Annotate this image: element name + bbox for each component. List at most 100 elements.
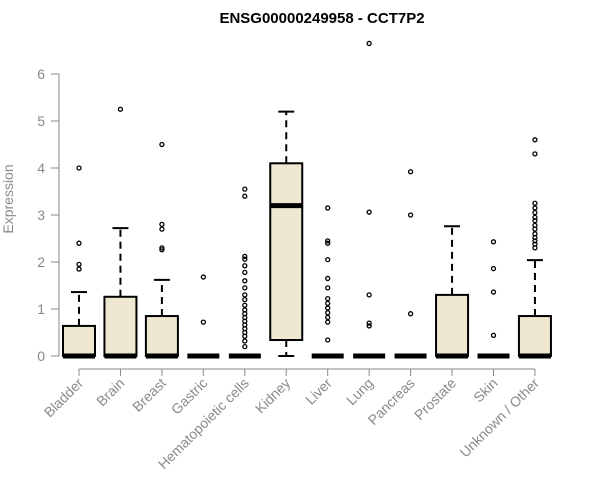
outlier-point: [76, 266, 82, 272]
y-tick-label: 2: [37, 254, 45, 270]
outlier-point: [325, 205, 331, 211]
outlier-point: [159, 221, 165, 228]
outlier-point: [200, 274, 207, 280]
outlier-point: [407, 169, 414, 175]
outlier-point: [325, 275, 331, 282]
outlier-point: [325, 300, 331, 307]
outlier-point: [242, 256, 248, 262]
y-tick-label: 3: [37, 207, 45, 223]
x-tick-label: Unknown / Other: [456, 375, 542, 461]
box-rect: [144, 315, 179, 357]
y-axis: 0 1 2 3 4 5 6: [37, 66, 60, 364]
box-breast: [144, 141, 179, 359]
y-tick-label: 5: [37, 113, 45, 129]
outlier-point: [366, 320, 372, 326]
box-lung: [353, 40, 386, 359]
outlier-point: [325, 310, 331, 316]
box-hematopoietic-cells: [228, 186, 261, 359]
outlier-point: [76, 240, 82, 246]
outlier-point: [325, 256, 331, 263]
outlier-point: [407, 311, 414, 317]
outlier-point: [532, 214, 538, 221]
box-liver: [311, 205, 344, 359]
outlier-point: [242, 186, 248, 192]
x-tick-label: Skin: [470, 375, 501, 406]
outlier-point: [532, 241, 538, 247]
outlier-point: [532, 222, 538, 228]
box-brain: [103, 106, 138, 359]
outlier-point: [159, 247, 165, 253]
outlier-point: [242, 278, 248, 284]
outlier-point: [117, 106, 124, 112]
box-skin: [477, 239, 510, 359]
outlier-point: [532, 205, 538, 211]
outlier-point: [242, 338, 248, 344]
box-bladder: [62, 165, 96, 359]
outlier-point: [159, 226, 165, 232]
outlier-point: [532, 137, 538, 143]
box-pancreas: [394, 169, 427, 359]
outlier-point: [532, 209, 538, 216]
box-rect: [517, 315, 552, 357]
outlier-point: [242, 307, 248, 313]
outlier-point: [532, 238, 538, 244]
y-tick-label: 4: [37, 160, 45, 176]
outlier-point: [242, 343, 248, 350]
outlier-point: [242, 269, 248, 275]
box-gastric: [187, 274, 220, 359]
outlier-point: [325, 319, 331, 325]
box-kidney: [269, 110, 304, 357]
outlier-point: [76, 165, 82, 171]
outlier-point: [242, 193, 248, 199]
outlier-point: [532, 200, 538, 206]
box-rect: [269, 162, 304, 342]
box-unknown-other: [517, 137, 552, 359]
x-tick-label: Lung: [343, 375, 376, 408]
outlier-point: [159, 141, 165, 148]
outlier-point: [532, 151, 538, 157]
outlier-point: [159, 245, 165, 251]
x-tick-label: Prostate: [411, 375, 459, 423]
outlier-point: [242, 263, 248, 269]
outlier-point: [490, 332, 497, 338]
outlier-point: [366, 40, 372, 47]
x-tick-label: Breast: [129, 375, 169, 415]
outlier-point: [490, 239, 497, 245]
box-rect: [435, 293, 470, 357]
outlier-point: [325, 238, 331, 244]
box-rect: [103, 295, 138, 357]
outlier-point: [532, 217, 538, 224]
outlier-point: [490, 289, 497, 295]
outlier-point: [325, 240, 331, 246]
outlier-point: [366, 323, 372, 329]
outlier-point: [407, 212, 414, 218]
outlier-point: [242, 296, 248, 303]
x-tick-label: Kidney: [252, 375, 294, 417]
x-tick-label: Liver: [302, 375, 335, 408]
outlier-point: [366, 292, 372, 298]
y-axis-label: Expression: [0, 164, 16, 233]
outlier-point: [325, 285, 331, 291]
x-tick-label: Brain: [93, 375, 127, 409]
outlier-point: [490, 265, 497, 272]
outlier-point: [242, 285, 248, 291]
outlier-point: [76, 261, 82, 268]
outlier-point: [325, 305, 331, 311]
chart-title: ENSG00000249958 - CCT7P2: [219, 10, 424, 27]
outlier-point: [532, 231, 538, 237]
y-tick-label: 1: [37, 301, 45, 317]
outlier-point: [200, 319, 207, 325]
outlier-point: [325, 337, 331, 343]
boxes: [62, 40, 552, 359]
outlier-point: [366, 209, 372, 215]
x-tick-label: Bladder: [41, 375, 87, 421]
outlier-point: [242, 302, 248, 308]
box-rect: [62, 324, 96, 358]
outlier-point: [325, 296, 331, 302]
outlier-point: [242, 253, 248, 260]
y-tick-label: 6: [37, 66, 45, 82]
box-prostate: [435, 225, 470, 359]
y-tick-label: 0: [37, 348, 45, 364]
